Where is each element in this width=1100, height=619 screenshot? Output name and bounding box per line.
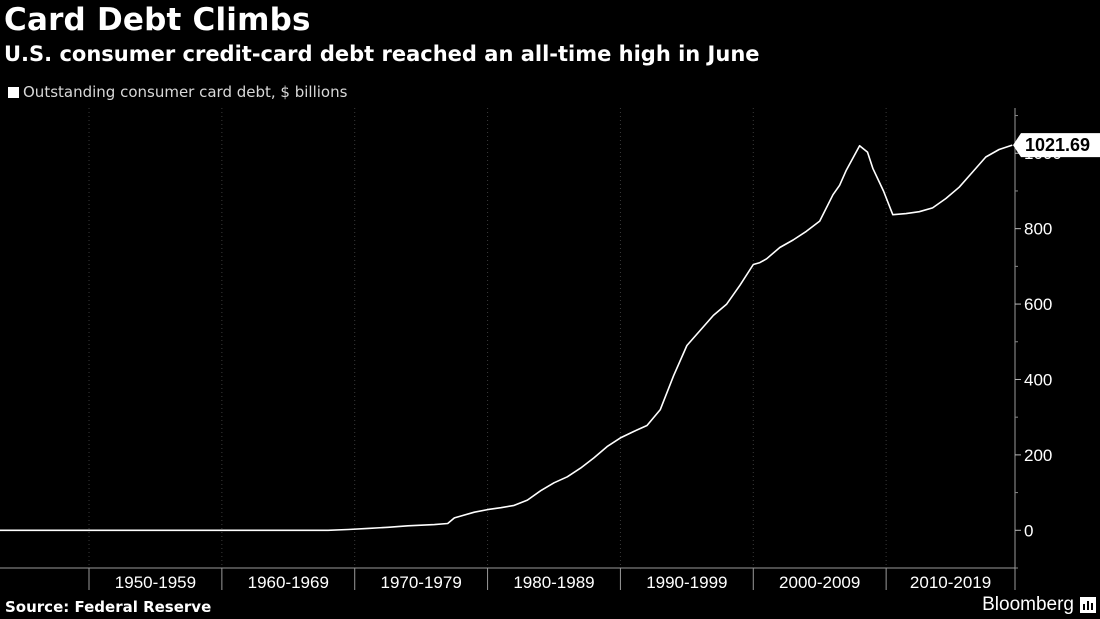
y-tick-label: 0 <box>1024 521 1033 540</box>
y-tick-label: 600 <box>1024 295 1052 314</box>
y-tick-label: 200 <box>1024 446 1052 465</box>
brand-logo: Bloomberg <box>982 594 1096 616</box>
x-category-label: 2000-2009 <box>779 573 860 592</box>
value-callout-label: 1021.69 <box>1025 135 1090 155</box>
source-note: Source: Federal Reserve <box>5 598 212 616</box>
y-tick-label: 400 <box>1024 370 1052 389</box>
x-category-label: 1970-1979 <box>380 573 461 592</box>
x-category-label: 2010-2019 <box>910 573 991 592</box>
series-layer <box>0 144 1013 532</box>
brand-name: Bloomberg <box>982 594 1074 615</box>
x-category-label: 1980-1989 <box>513 573 594 592</box>
chart-legend: Outstanding consumer card debt, $ billio… <box>8 83 347 101</box>
axis-layer: 020040060080010001950-19591960-19691970-… <box>0 108 1062 592</box>
legend-swatch <box>8 86 19 98</box>
y-tick-label: 800 <box>1024 220 1052 239</box>
grid-layer <box>88 108 887 568</box>
x-category-label: 1990-1999 <box>646 573 727 592</box>
page-title: Card Debt Climbs <box>4 2 311 38</box>
bloomberg-bars-icon <box>1080 597 1096 613</box>
series-line <box>0 144 1013 532</box>
legend-label: Outstanding consumer card debt, $ billio… <box>23 83 348 101</box>
page-subtitle: U.S. consumer credit-card debt reached a… <box>4 42 760 66</box>
x-category-label: 1960-1969 <box>248 573 329 592</box>
callout-layer: 1021.69 <box>1013 133 1100 158</box>
x-category-label: 1950-1959 <box>115 573 196 592</box>
value-callout-box <box>1013 133 1100 158</box>
